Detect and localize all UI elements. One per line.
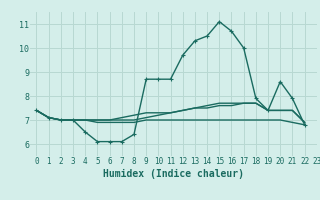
X-axis label: Humidex (Indice chaleur): Humidex (Indice chaleur) bbox=[103, 169, 244, 179]
